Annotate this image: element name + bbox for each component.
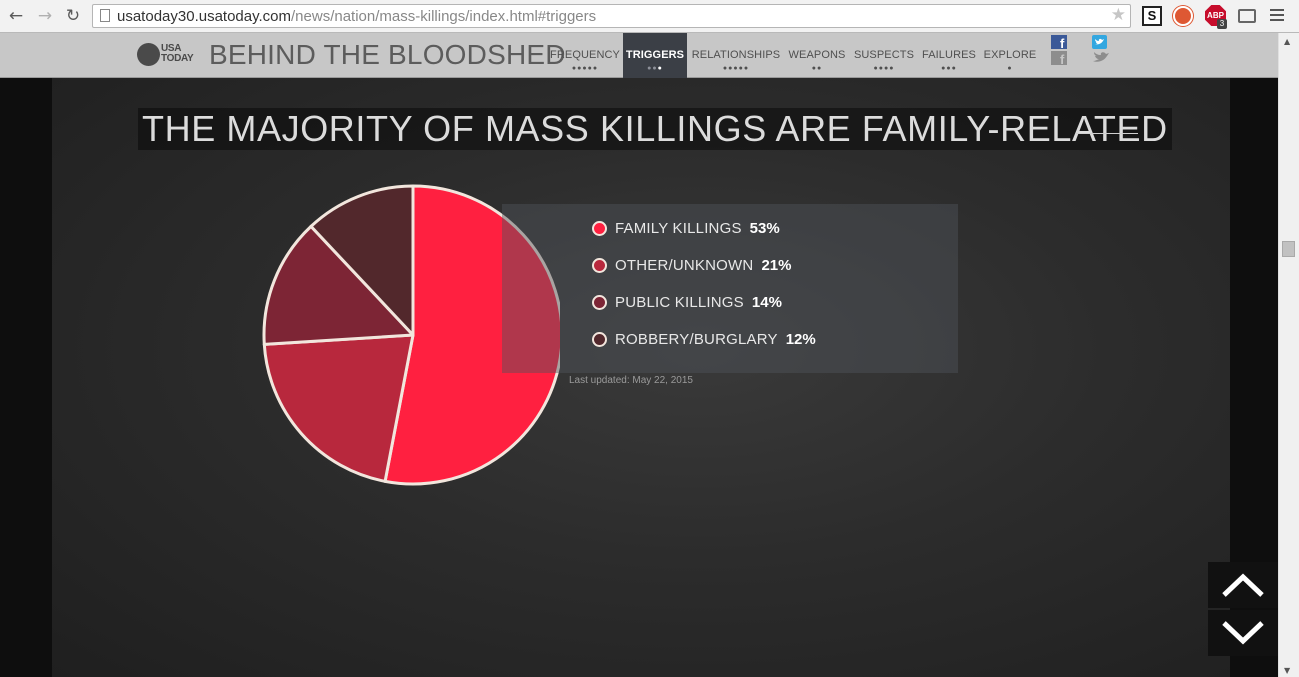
scroll-down-arrow-icon[interactable]: ▼ <box>1284 666 1291 675</box>
legend-label: ROBBERY/BURGLARY <box>615 331 778 349</box>
nav-triggers[interactable]: TRIGGERS ●●● <box>623 33 687 78</box>
legend-item-public-killings[interactable]: PUBLIC KILLINGS 14% <box>592 294 782 316</box>
nav-dots: ●●● <box>941 65 957 72</box>
scroll-up-arrow-icon[interactable]: ▲ <box>1284 37 1291 46</box>
site-header: USA TODAY BEHIND THE BLOODSHED FREQUENCY… <box>0 33 1278 78</box>
chevron-down-icon <box>1222 621 1264 645</box>
nav-failures[interactable]: FAILURES ●●● <box>920 33 978 78</box>
nav-frequency[interactable]: FREQUENCY ●●●●● <box>549 33 621 78</box>
headline-divider <box>1076 133 1138 134</box>
pie-slice-other-unknown[interactable] <box>262 333 415 483</box>
logo-line1: USA <box>161 43 182 54</box>
arrow-left-icon[interactable]: ← <box>8 6 24 26</box>
site-title[interactable]: BEHIND THE BLOODSHED <box>209 39 566 70</box>
legend-swatch <box>592 258 607 274</box>
legend-label: OTHER/UNKNOWN <box>615 257 754 275</box>
svg-text:f: f <box>1060 36 1065 51</box>
svg-text:f: f <box>1060 52 1065 67</box>
pie-slice-family-killings[interactable] <box>383 184 560 486</box>
nav-label: FAILURES <box>922 49 976 61</box>
page-headline: THE MAJORITY OF MASS KILLINGS ARE FAMILY… <box>138 108 1172 150</box>
nav-label: EXPLORE <box>983 49 1037 61</box>
nav-dots: ●●●● <box>873 65 895 72</box>
extension-s-icon[interactable]: S <box>1142 6 1162 26</box>
legend-value: 14% <box>751 294 782 312</box>
chart-legend: FAMILY KILLINGS 53% OTHER/UNKNOWN 21% PUBL… <box>502 204 958 373</box>
legend-value: 53% <box>749 220 780 238</box>
nav-weapons[interactable]: WEAPONS ●● <box>786 33 848 78</box>
logo-line2: TODAY <box>161 53 194 64</box>
usa-today-logo-text[interactable]: USA TODAY <box>161 43 194 64</box>
pie-slice-public-killings[interactable] <box>262 224 415 346</box>
cast-icon[interactable] <box>1238 9 1256 23</box>
menu-icon[interactable] <box>1270 9 1284 23</box>
scroll-up-button[interactable] <box>1208 562 1278 608</box>
address-url[interactable]: usatoday30.usatoday.com/news/nation/mass… <box>117 8 596 25</box>
adblock-badge: 3 <box>1217 19 1227 29</box>
nav-dots: ●●● <box>647 65 663 72</box>
legend-swatch <box>592 332 607 348</box>
reload-icon[interactable]: ↻ <box>65 6 81 26</box>
legend-item-family-killings[interactable]: FAMILY KILLINGS 53% <box>592 220 780 242</box>
arrow-right-icon[interactable]: → <box>37 6 53 26</box>
legend-item-other-unknown[interactable]: OTHER/UNKNOWN 21% <box>592 257 791 279</box>
browser-toolbar: ← → ↻ usatoday30.usatoday.com/news/natio… <box>0 0 1299 33</box>
nav-dots: ●●●●● <box>571 65 599 72</box>
chevron-up-icon <box>1222 573 1264 597</box>
nav-suspects[interactable]: SUSPECTS ●●●● <box>852 33 916 78</box>
legend-swatch <box>592 221 607 237</box>
legend-value: 21% <box>761 257 792 275</box>
nav-explore[interactable]: EXPLORE ● <box>982 33 1038 78</box>
nav-label: WEAPONS <box>788 49 846 61</box>
nav-label: SUSPECTS <box>853 49 915 61</box>
url-host: usatoday30.usatoday.com <box>117 8 292 25</box>
url-path: /news/nation/mass-killings/index.html#tr… <box>291 8 597 25</box>
legend-value: 12% <box>785 331 816 349</box>
address-bar[interactable]: usatoday30.usatoday.com/news/nation/mass… <box>92 4 1131 28</box>
nav-dots: ●● <box>811 65 823 72</box>
pie-slice-robbery-burglary[interactable] <box>309 184 415 337</box>
star-icon[interactable]: ★ <box>1110 5 1126 25</box>
scroll-down-button[interactable] <box>1208 610 1278 656</box>
last-updated: Last updated: May 22, 2015 <box>569 375 693 386</box>
scroll-thumb[interactable] <box>1282 241 1295 257</box>
pie-chart <box>262 184 560 486</box>
nav-label: RELATIONSHIPS <box>691 49 781 61</box>
usa-today-logo-icon[interactable] <box>137 43 160 66</box>
background-photo <box>52 78 1230 677</box>
legend-label: PUBLIC KILLINGS <box>615 294 744 312</box>
nav-label: TRIGGERS <box>625 49 685 61</box>
page-scrollbar[interactable]: ▲ ▼ <box>1278 33 1299 677</box>
legend-item-robbery-burglary[interactable]: ROBBERY/BURGLARY 12% <box>592 331 816 353</box>
twitter-icon[interactable] <box>1091 35 1113 67</box>
legend-label: FAMILY KILLINGS <box>615 220 742 238</box>
main-stage: THE MAJORITY OF MASS KILLINGS ARE FAMILY… <box>0 78 1278 677</box>
nav-label: FREQUENCY <box>550 49 620 61</box>
nav-relationships[interactable]: RELATIONSHIPS ●●●●● <box>690 33 782 78</box>
nav-dots: ● <box>1007 65 1013 72</box>
duckduckgo-icon[interactable] <box>1173 6 1193 26</box>
nav-dots: ●●●●● <box>722 65 750 72</box>
legend-swatch <box>592 295 607 311</box>
facebook-icon[interactable]: f f <box>1051 35 1067 67</box>
page-icon <box>100 9 110 22</box>
